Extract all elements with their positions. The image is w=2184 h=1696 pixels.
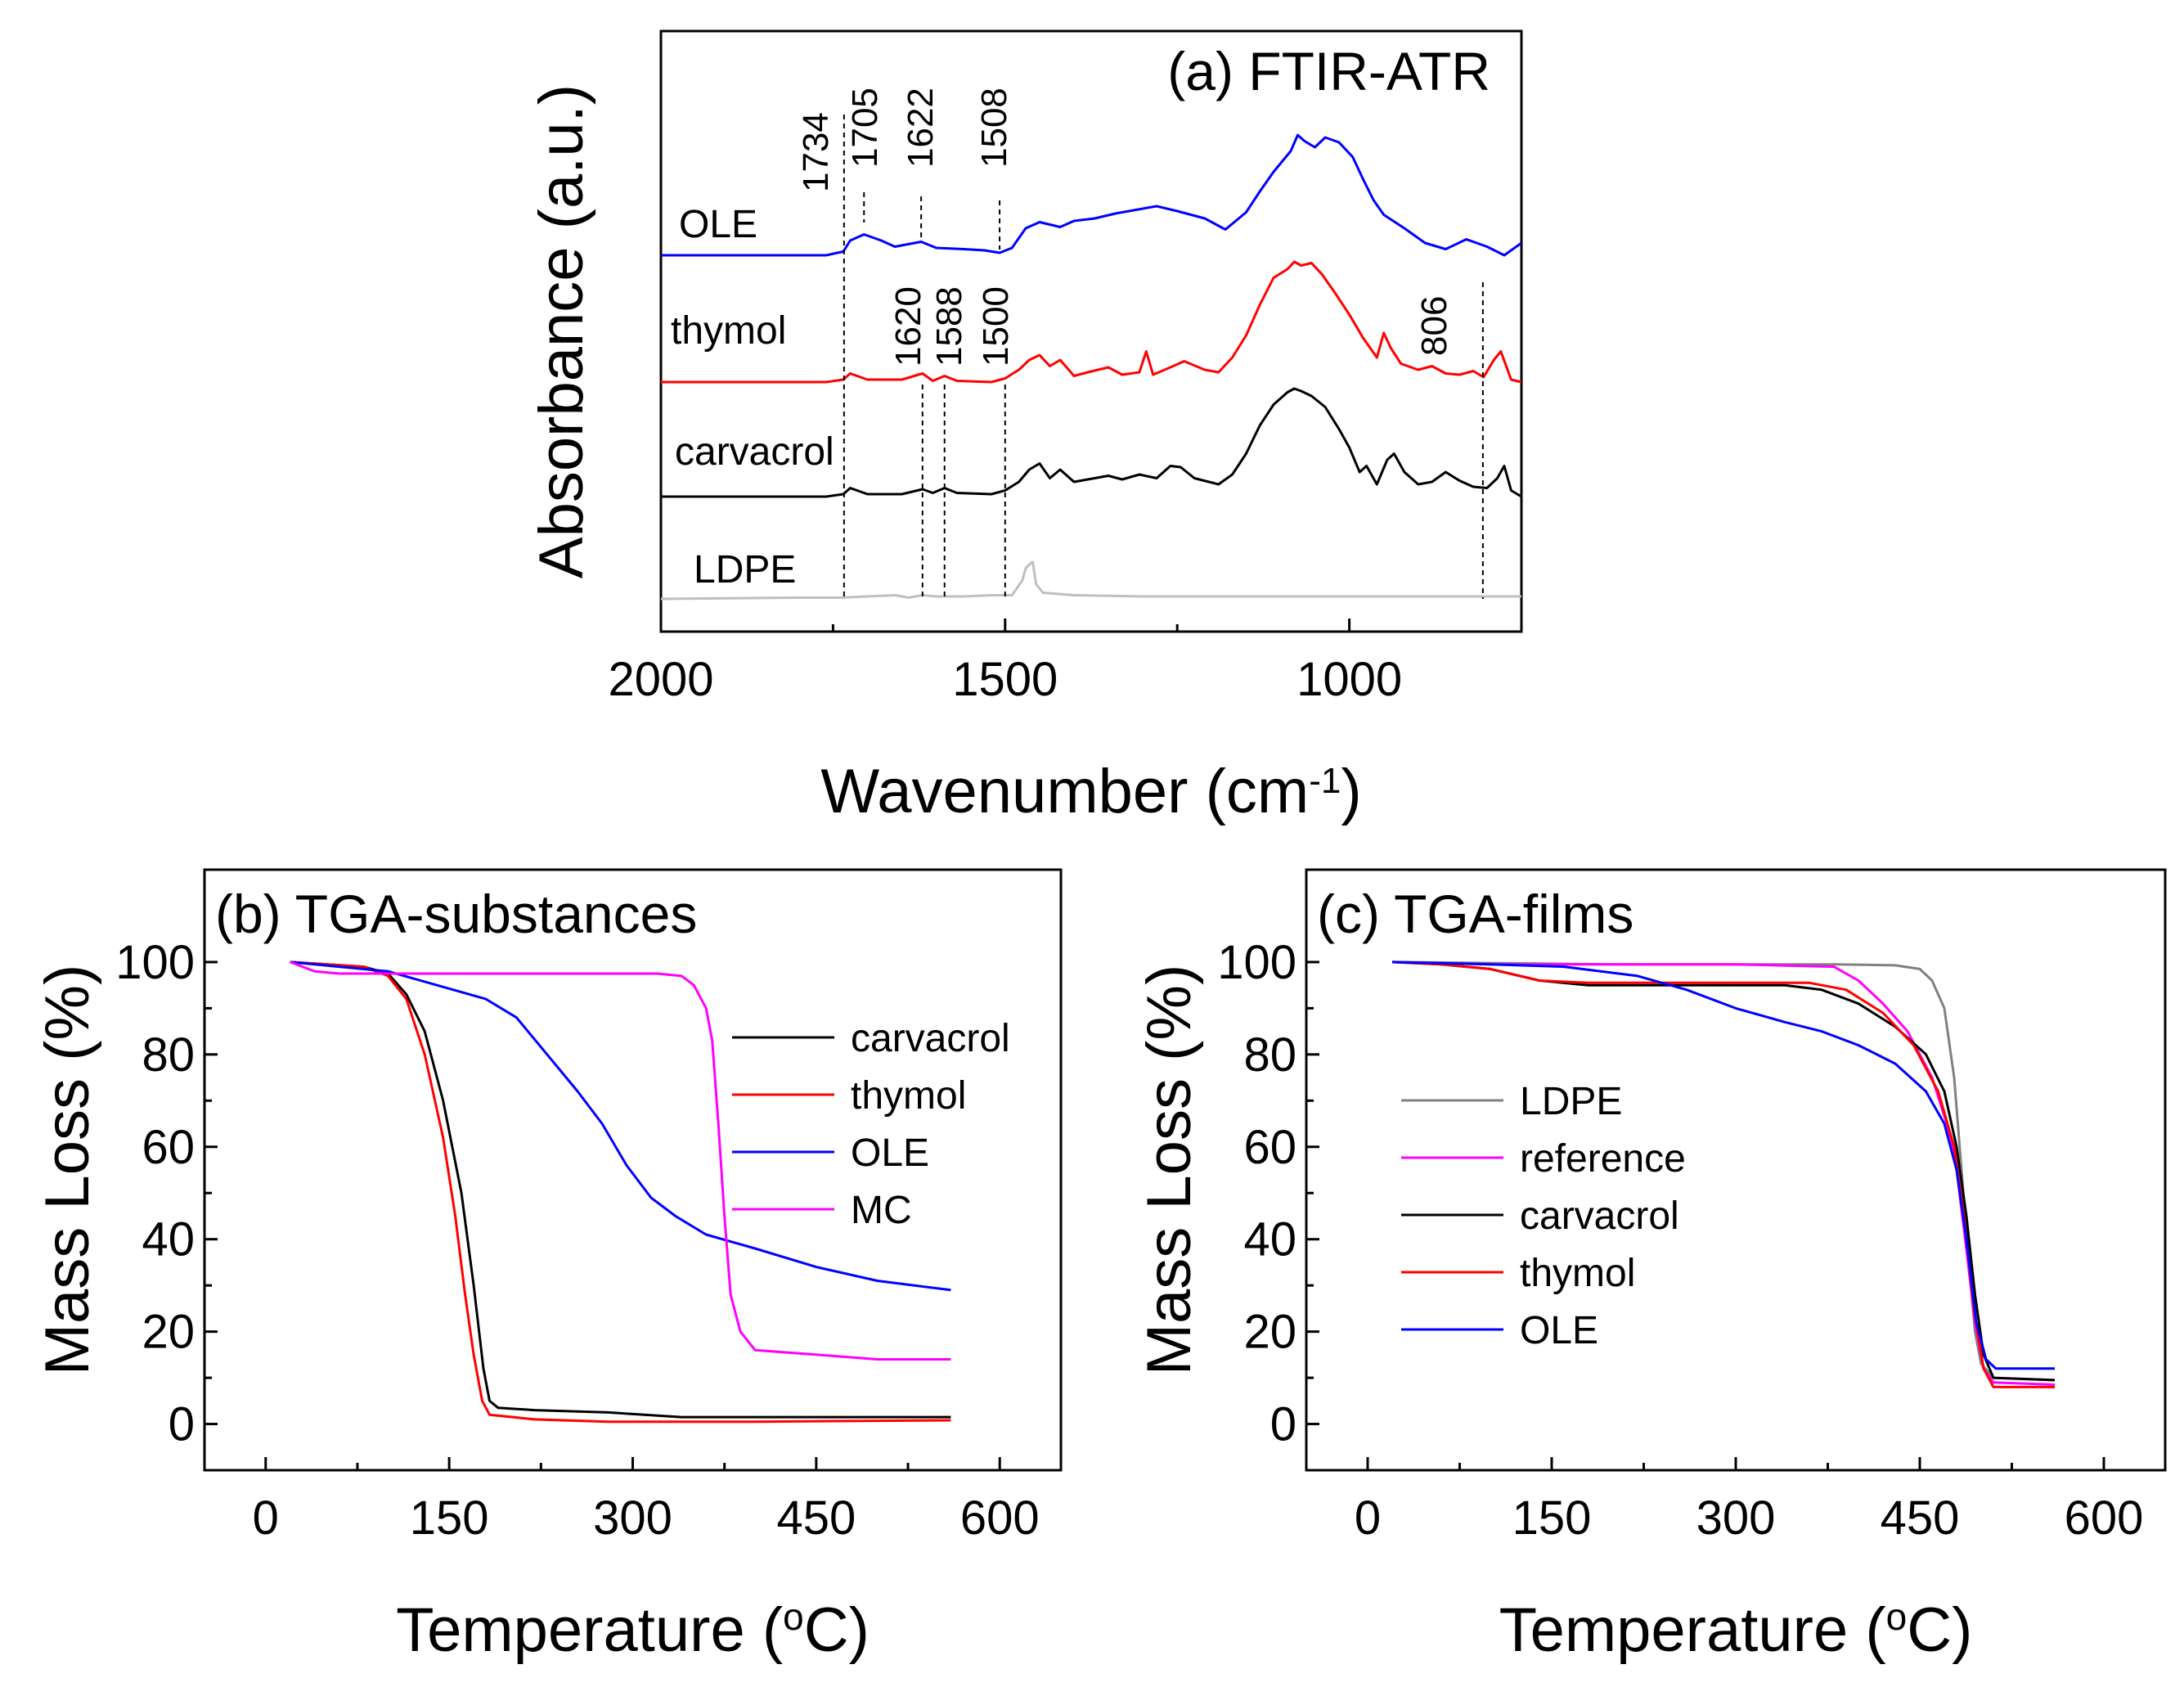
panel-b-curves [290,960,951,1424]
peak-label-1705: 1705 [845,88,885,168]
x-tick-label-1500: 1500 [952,653,1058,706]
panel-b-tga-substances: 0 150 300 450 600 0 20 40 60 80 100 carvacrol thym… [33,868,1063,1665]
y-tick-label-20: 20 [1243,1306,1296,1359]
legend-label-reference: reference [1520,1137,1686,1181]
panel-b-x-axis-title: Temperature (oC) [396,1595,870,1665]
series-label-carvacrol: carvacrol [675,430,834,474]
curve-thymol [1391,960,2055,1388]
y-tick-label-100: 100 [1217,936,1296,989]
panel-b-title: (b) TGA-substances [215,884,697,944]
curve-ole [290,960,951,1292]
panel-a-title: (a) FTIR-ATR [1167,41,1490,101]
spectrum-ole [661,133,1522,257]
panel-b-legend: carvacrol thymol OLE MC [732,1017,1010,1232]
panel-b-y-ticks: 0 20 40 60 80 100 [115,936,218,1451]
panel-c-title: (c) TGA-films [1317,884,1634,944]
spectrum-ldpe [660,560,1521,601]
curve-ole [1391,960,2055,1370]
legend-label-ole: OLE [851,1131,929,1175]
panel-c-y-ticks: 0 20 40 60 80 100 [1217,936,1319,1451]
peak-label-1500: 1500 [976,286,1016,367]
x-tick-label-2000: 2000 [608,653,713,706]
panel-a-spectra [660,133,1522,601]
x-tick-label-150: 150 [410,1491,489,1545]
panel-c-curves [1391,960,2056,1388]
panel-b-y-axis-title: Mass Loss (%) [33,965,102,1376]
y-tick-label-60: 60 [1243,1121,1296,1174]
y-tick-label-80: 80 [1243,1028,1296,1082]
peak-label-806: 806 [1414,296,1454,356]
panel-c-y-axis-title: Mass Loss (%) [1135,965,1204,1376]
curve-mc [290,960,951,1361]
panel-a-x-ticks: 2000 1500 1000 [608,619,1523,706]
y-tick-label-60: 60 [142,1121,195,1174]
legend-label-mc: MC [851,1189,912,1232]
x-tick-label-450: 450 [1881,1491,1960,1545]
panel-b-x-ticks: 0 150 300 450 600 [253,1457,1040,1545]
peak-label-1620: 1620 [888,286,928,367]
peak-label-1588: 1588 [929,286,969,367]
series-label-ole: OLE [679,203,757,246]
series-label-ldpe: LDPE [694,548,796,592]
x-tick-label-600: 600 [960,1491,1040,1545]
curve-reference [1391,960,2056,1386]
panel-c-legend: LDPE reference carvacrol thymol OLE [1401,1080,1686,1352]
y-tick-label-40: 40 [1243,1213,1296,1266]
x-tick-label-0: 0 [1355,1491,1381,1545]
x-tick-label-150: 150 [1512,1491,1592,1545]
x-tick-label-300: 300 [1696,1491,1776,1545]
panel-c-tga-films: 0 150 300 450 600 0 20 40 60 80 100 LDPE reference… [1135,868,2167,1665]
legend-label-thymol: thymol [1520,1252,1635,1295]
panel-a-y-axis-title: Absorbance (a.u.) [527,84,596,578]
legend-label-carvacrol: carvacrol [851,1017,1010,1060]
panel-c-x-axis-title: Temperature (oC) [1499,1595,1973,1665]
curve-carvacrol [1391,960,2056,1382]
legend-label-carvacrol: carvacrol [1520,1194,1679,1238]
x-tick-label-600: 600 [2065,1491,2144,1545]
y-tick-label-40: 40 [142,1213,195,1266]
peak-label-1622: 1622 [901,88,941,168]
spectrum-carvacrol [661,387,1522,498]
y-tick-label-0: 0 [1270,1398,1296,1451]
curve-ldpe [1391,960,2056,1382]
x-tick-label-1000: 1000 [1296,653,1402,706]
legend-label-thymol: thymol [851,1074,966,1118]
legend-label-ldpe: LDPE [1520,1080,1622,1123]
spectrum-thymol [661,260,1522,384]
panel-a-plot-frame [659,29,1523,633]
panel-a-x-axis-title: Wavenumber (cm-1) [820,757,1361,826]
peak-label-1734: 1734 [796,112,836,192]
series-label-thymol: thymol [671,309,786,353]
panel-a-peak-markers: 1734 1705 1622 1508 1620 1588 1500 806 [796,88,1484,599]
x-tick-label-0: 0 [253,1491,279,1545]
y-tick-label-100: 100 [115,936,195,989]
legend-label-ole: OLE [1520,1309,1598,1352]
x-tick-label-450: 450 [776,1491,856,1545]
y-tick-label-20: 20 [142,1306,195,1359]
peak-label-1508: 1508 [974,88,1014,168]
x-tick-label-300: 300 [593,1491,672,1545]
panel-a-series-labels: OLE thymol carvacrol LDPE [671,203,834,592]
panel-c-x-ticks: 0 150 300 450 600 [1355,1457,2144,1545]
y-tick-label-0: 0 [169,1398,195,1451]
y-tick-label-80: 80 [142,1028,195,1082]
panel-b-plot-frame [203,868,1063,1472]
